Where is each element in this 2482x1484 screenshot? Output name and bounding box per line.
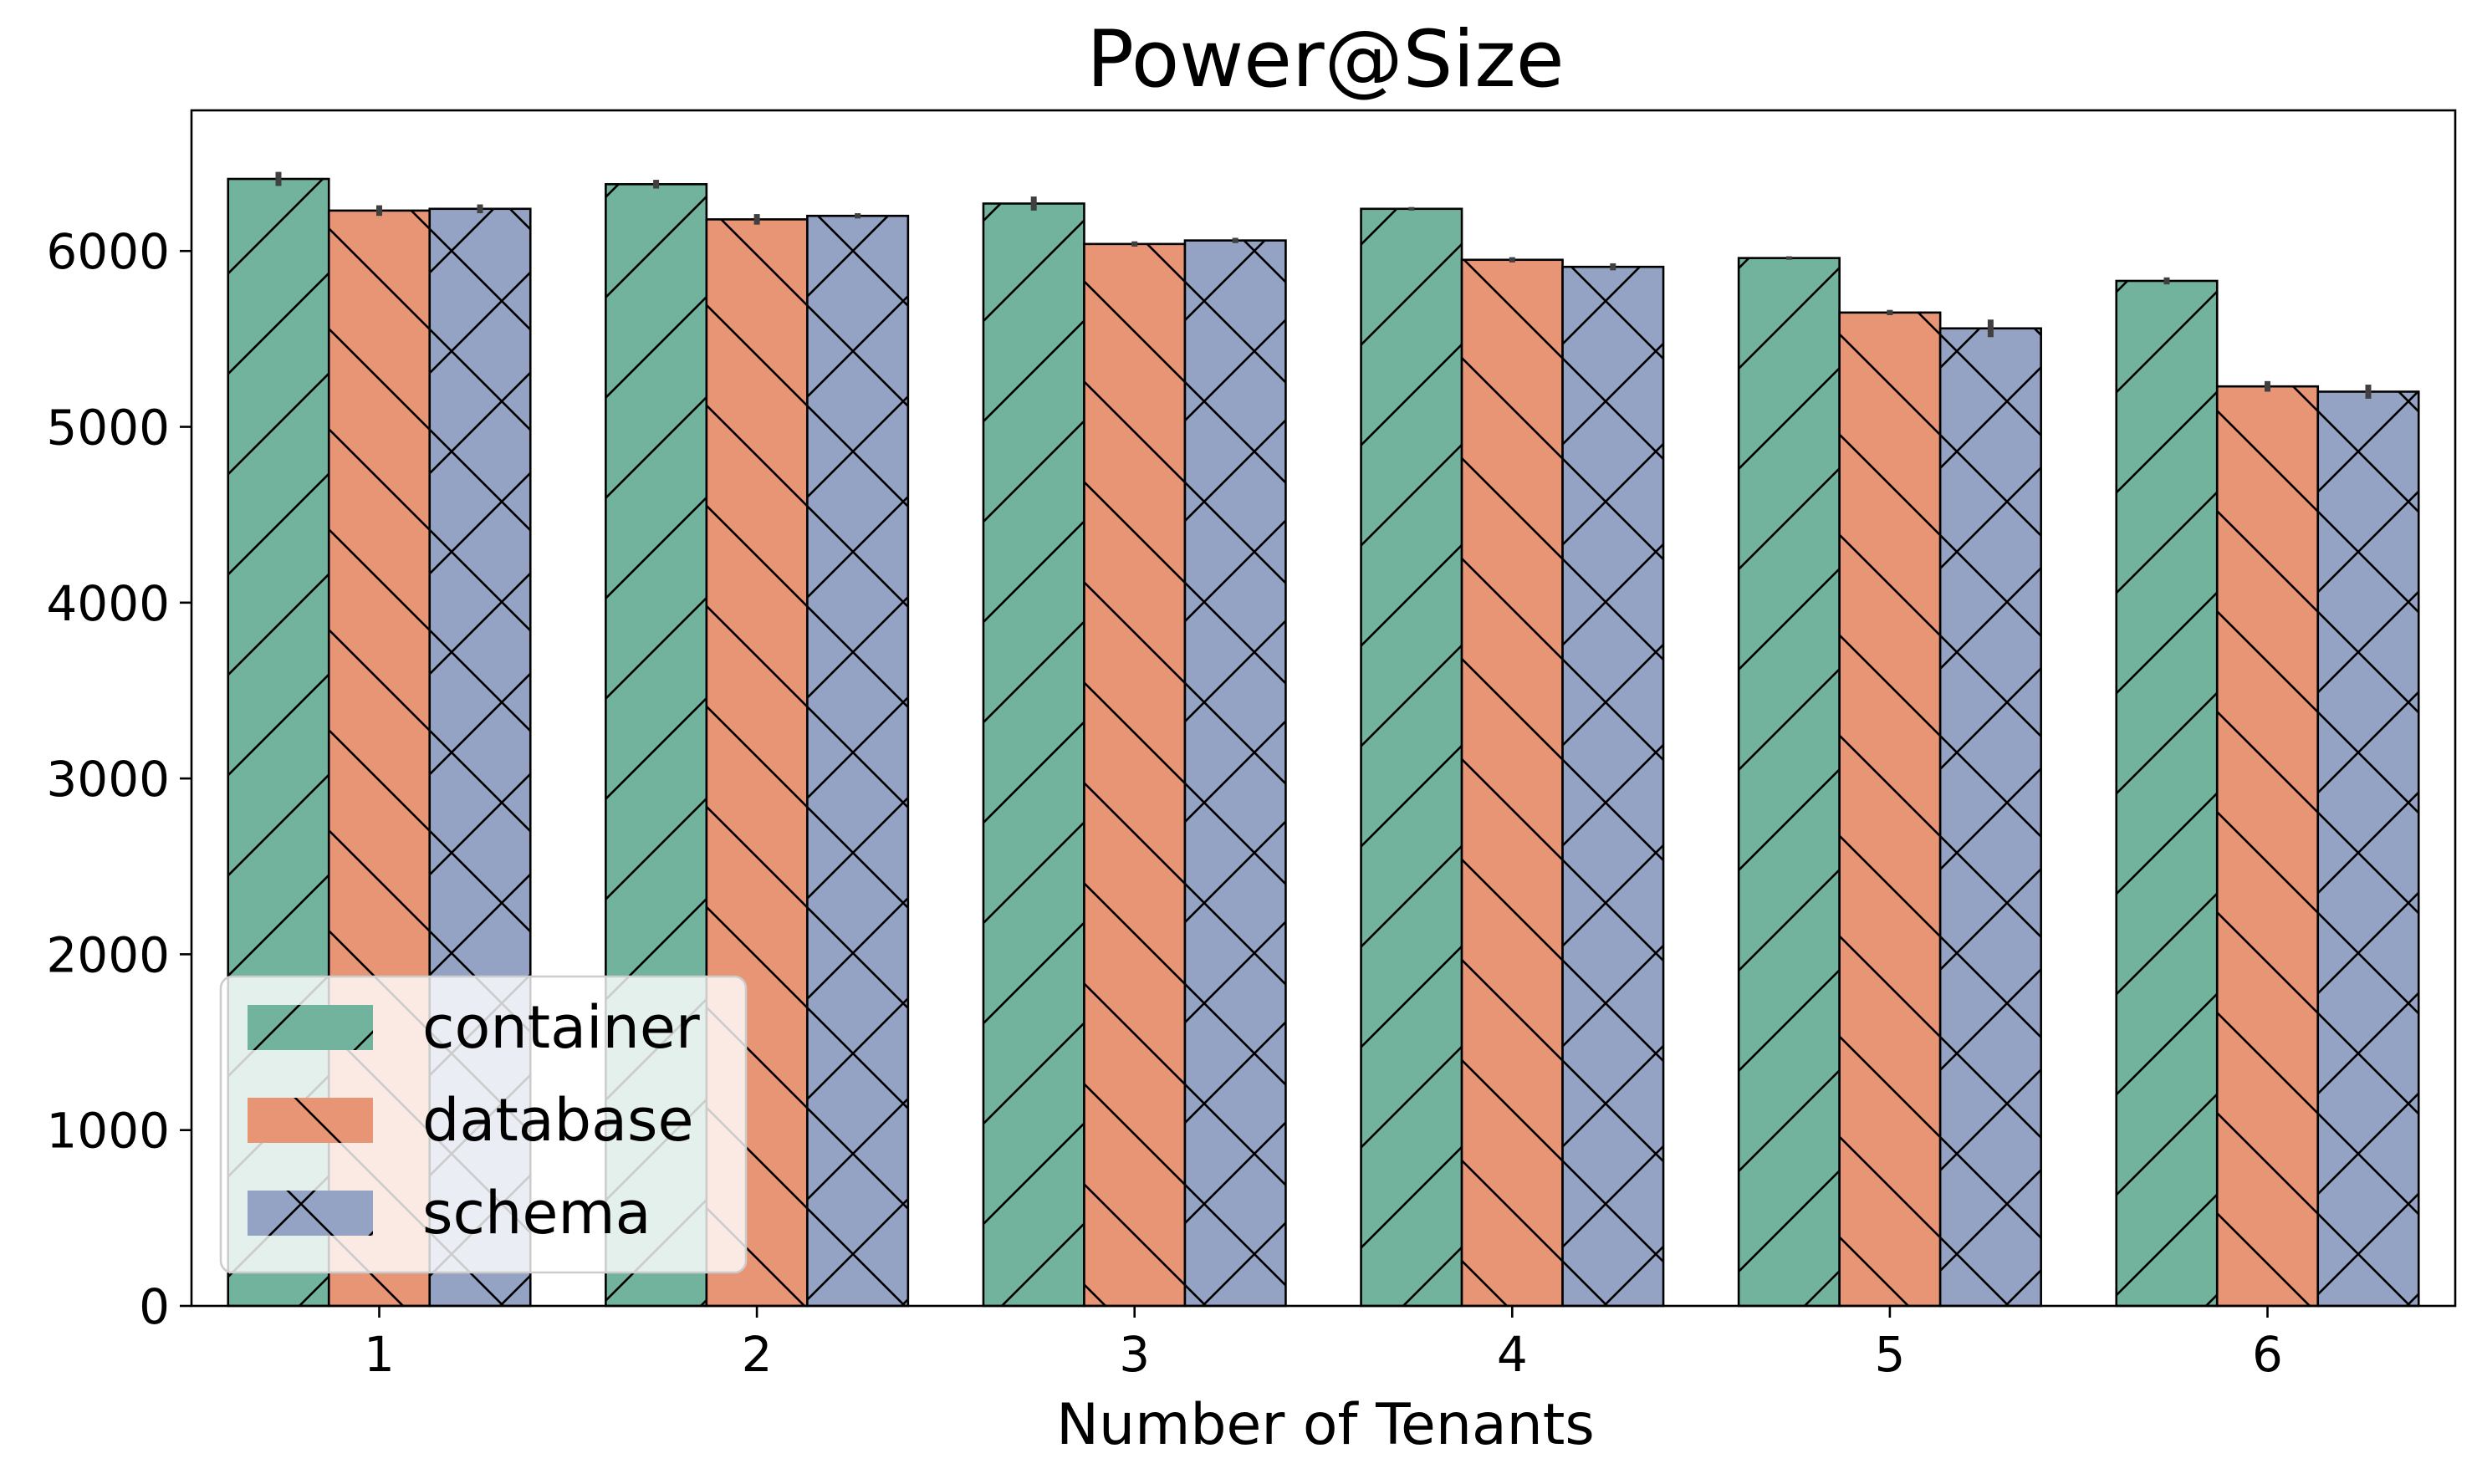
bar-hatch-schema-3 — [1183, 239, 1287, 1308]
legend-label-schema: schema — [422, 1179, 651, 1247]
bar-hatch-database-5 — [1838, 311, 1942, 1308]
legend-swatch-hatch-database — [248, 1098, 373, 1143]
legend-label-container: container — [422, 993, 700, 1062]
bar-hatch-database-6 — [2215, 385, 2320, 1308]
y-tick-label-2000: 2000 — [46, 926, 170, 983]
bar-hatch-schema-4 — [1561, 265, 1665, 1308]
x-axis: 1 2 3 4 5 6 — [364, 1306, 2283, 1383]
bar-hatch-container-4 — [1360, 207, 1463, 1308]
bar-hatch-schema-2 — [806, 214, 910, 1308]
legend-label-database: database — [422, 1086, 694, 1155]
legend-swatch-hatch-container — [248, 1005, 373, 1050]
legend-swatch-hatch-schema — [248, 1191, 373, 1236]
x-tick-label-1: 1 — [364, 1326, 395, 1383]
bar-hatch-database-3 — [1083, 242, 1187, 1308]
x-tick-label-4: 4 — [1497, 1326, 1528, 1383]
y-axis: 0 1000 2000 3000 4000 5000 6000 — [46, 223, 192, 1335]
legend: container database schema — [219, 975, 748, 1274]
bar-hatch-container-5 — [1737, 257, 1841, 1308]
x-tick-label-3: 3 — [1119, 1326, 1150, 1383]
y-tick-label-5000: 5000 — [46, 400, 170, 456]
bar-hatch-schema-6 — [2316, 390, 2420, 1308]
x-tick-label-2: 2 — [742, 1326, 773, 1383]
errorbars-layer — [275, 171, 2372, 399]
bar-hatch-database-4 — [1460, 258, 1564, 1308]
bar-hatch-container-3 — [982, 202, 1085, 1308]
bar-hatch-container-6 — [2115, 279, 2219, 1308]
y-tick-label-0: 0 — [139, 1278, 170, 1335]
chart-title: Power@Size — [1086, 14, 1564, 105]
y-tick-label-3000: 3000 — [46, 751, 170, 808]
y-tick-label-6000: 6000 — [46, 223, 170, 280]
x-tick-label-5: 5 — [1874, 1326, 1905, 1383]
y-tick-label-1000: 1000 — [46, 1103, 170, 1160]
x-tick-label-6: 6 — [2252, 1326, 2283, 1383]
x-axis-label: Number of Tenants — [1056, 1392, 1595, 1458]
y-tick-label-4000: 4000 — [46, 575, 170, 632]
plot-frame — [190, 109, 2457, 1308]
bar-hatch-schema-5 — [1938, 327, 2042, 1308]
